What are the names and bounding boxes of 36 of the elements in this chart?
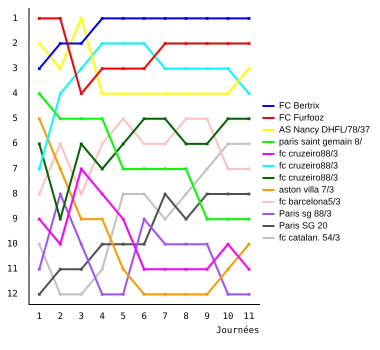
- legend-label: aston villa 7/3: [278, 184, 334, 194]
- x-axis-title: Journées: [216, 324, 260, 336]
- x-tick-label: 1: [36, 312, 42, 322]
- legend-label: fc cruzeiro88/3: [278, 148, 338, 158]
- y-tick-label: 3: [12, 64, 18, 74]
- y-tick-label: 12: [6, 290, 18, 300]
- legend-label: paris saint gemain 8/: [278, 136, 362, 146]
- x-tick-label: 4: [100, 312, 105, 322]
- legend-label: Paris SG 20: [278, 220, 328, 230]
- x-tick-label: 11: [244, 312, 254, 322]
- y-tick-label: 4: [12, 89, 18, 100]
- legend-label: AS Nancy DHFL/78/37: [278, 124, 370, 134]
- y-tick-label: 9: [12, 214, 18, 224]
- y-tick-label: 7: [12, 164, 18, 174]
- y-tick-label: 10: [6, 240, 18, 250]
- y-tick-label: 1: [12, 14, 18, 24]
- y-tick-label: 8: [12, 189, 18, 200]
- legend-label: fc cruzeiro88/3: [278, 160, 338, 170]
- y-tick-label: 5: [12, 114, 18, 124]
- legend-label: fc barcelona5/3: [278, 196, 341, 206]
- x-tick-label: 8: [183, 312, 189, 322]
- legend-label: FC Furfooz: [278, 112, 324, 122]
- y-tick-label: 6: [12, 139, 18, 150]
- legend-label: FC Bertrix: [278, 100, 320, 110]
- x-tick-label: 5: [120, 312, 126, 322]
- x-tick-label: 6: [141, 312, 147, 322]
- x-tick-label: 3: [78, 312, 84, 322]
- y-tick-label: 11: [6, 264, 18, 275]
- legend-label: fc cruzeiro88/3: [278, 172, 338, 182]
- x-tick-label: 10: [222, 312, 234, 322]
- x-tick-label: 9: [204, 312, 210, 322]
- legend-label: fc catalan. 54/3: [278, 232, 340, 242]
- legend-label: Paris sg 88/3: [278, 208, 332, 218]
- x-tick-label: 7: [162, 312, 168, 322]
- x-tick-label: 2: [58, 312, 63, 322]
- y-tick-label: 2: [12, 38, 18, 49]
